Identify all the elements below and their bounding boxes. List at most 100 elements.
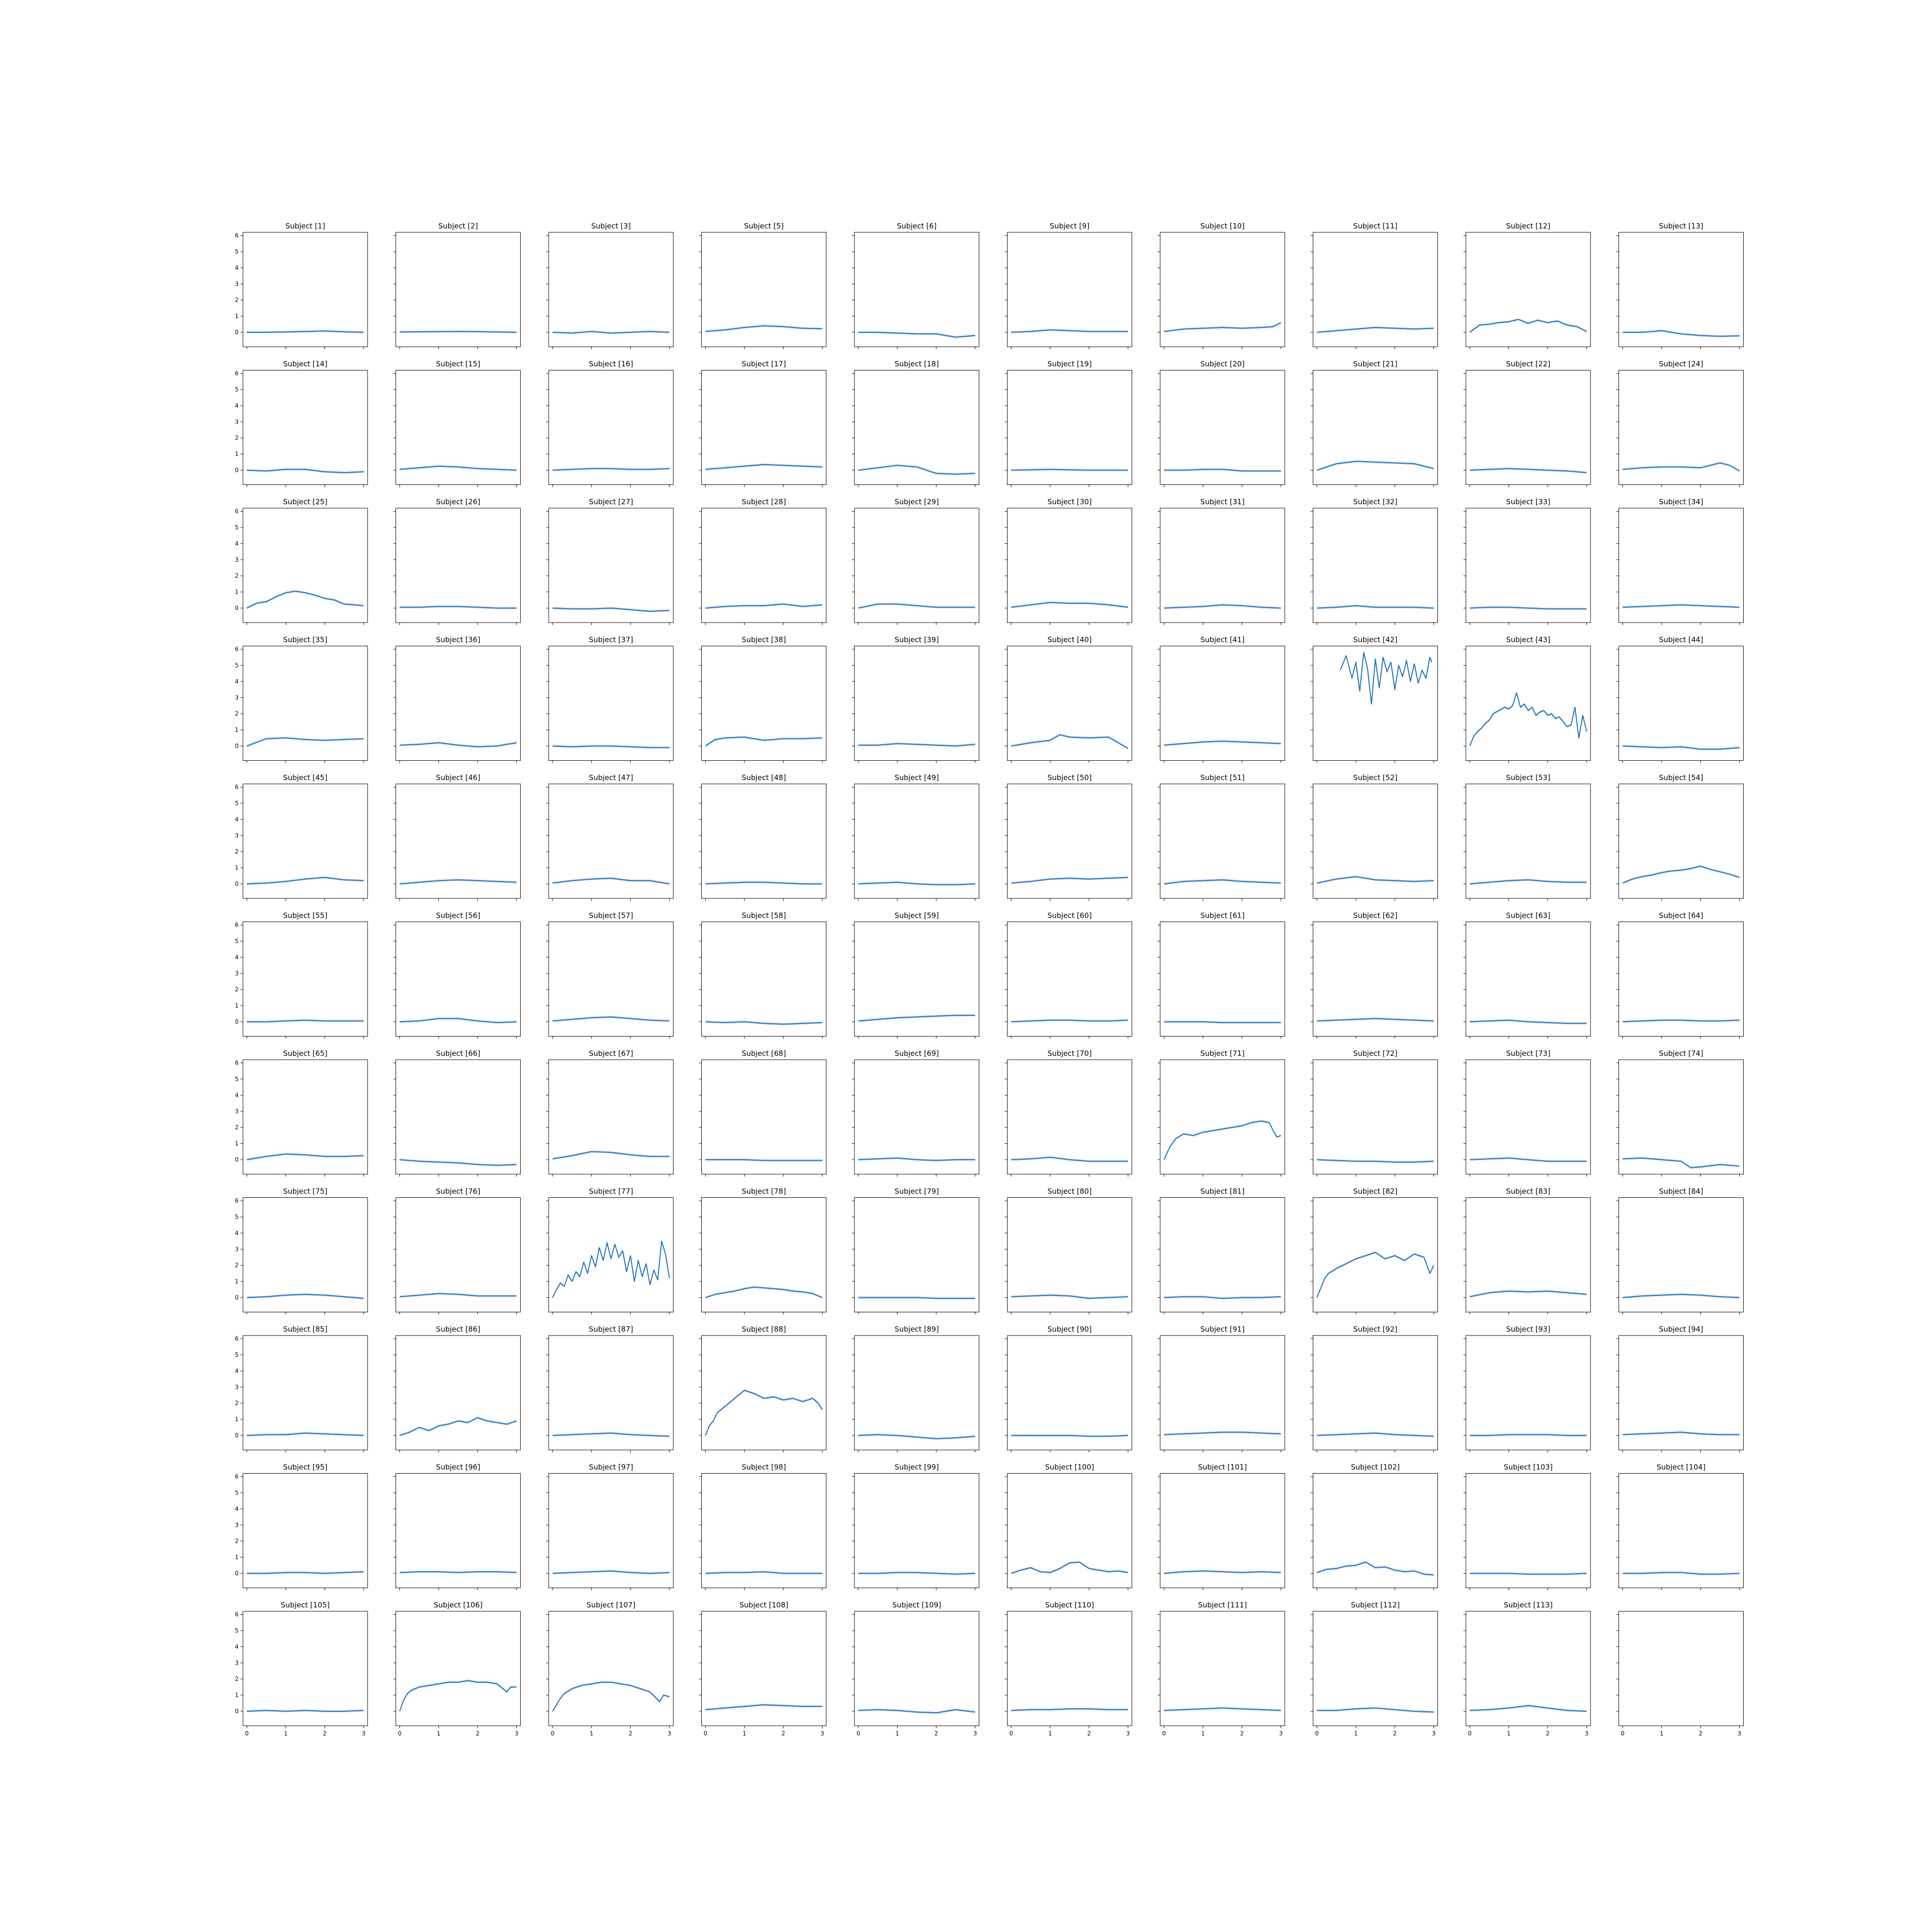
subplot-panel: Subject [86]: [393, 1325, 521, 1452]
series-line: [1622, 1157, 1740, 1168]
axes-frame: [701, 1473, 826, 1588]
confidence-band: [705, 324, 823, 333]
subplot-panel: Subject [111] 0 1 2 3: [1158, 1601, 1285, 1737]
x-tick-label: 0: [245, 1730, 249, 1737]
subplot-panel: Subject [20]: [1158, 360, 1285, 487]
subplot-panel: Subject [58]: [699, 911, 826, 1039]
subplot-panel: Subject [25] 0 1 2 3 4 5 6: [235, 497, 368, 625]
axes-frame: [396, 508, 521, 623]
subplot-panel: Subject [105] 0 1 2 3 4 5 6 0 1 2 3: [235, 1601, 368, 1737]
series-line: [399, 331, 517, 333]
y-tick-label: 1: [235, 451, 239, 457]
axes-frame: [1160, 1473, 1285, 1588]
subplot-panel: Subject [11]: [1310, 222, 1438, 349]
confidence-band: [1470, 318, 1587, 334]
axes-frame: [242, 1473, 368, 1588]
series-line: [858, 603, 975, 609]
panel-title: Subject [98]: [742, 1463, 786, 1472]
series-line: [1317, 461, 1434, 471]
subplot-panel: Subject [90]: [1005, 1325, 1132, 1452]
y-tick-label: 3: [235, 1246, 239, 1252]
panel-title: Subject [18]: [895, 360, 939, 369]
panel-title: Subject [104]: [1657, 1463, 1705, 1472]
y-tick-label: 1: [235, 313, 239, 320]
panel-title: Subject [99]: [895, 1463, 939, 1472]
panel-title: Subject [74]: [1659, 1049, 1704, 1058]
panel-title: Subject [48]: [742, 773, 786, 782]
y-tick-label: 4: [235, 678, 239, 685]
series-line: [247, 1710, 364, 1712]
y-tick-label: 4: [235, 816, 239, 823]
y-tick-label: 6: [235, 1611, 239, 1618]
panel-title: Subject [68]: [742, 1049, 786, 1058]
axes-frame: [1313, 370, 1438, 485]
panel-title: Subject [61]: [1200, 911, 1245, 920]
confidence-band: [1622, 1293, 1740, 1299]
confidence-band: [553, 607, 669, 613]
series-line: [858, 1297, 975, 1299]
x-tick-label: 0: [1162, 1730, 1166, 1737]
panel-title: Subject [45]: [283, 773, 327, 782]
x-tick-label: 2: [781, 1730, 785, 1737]
y-tick-label: 0: [235, 605, 239, 611]
series-line: [399, 1293, 517, 1297]
axes-frame: [242, 1335, 368, 1450]
y-tick-label: 2: [235, 848, 239, 855]
x-tick-label: 1: [1660, 1730, 1663, 1737]
panel-title: Subject [75]: [283, 1187, 327, 1196]
panel-title: Subject [49]: [895, 773, 939, 782]
series-line: [399, 1680, 517, 1712]
axes-frame: [548, 1611, 674, 1726]
series-line: [705, 1021, 823, 1025]
axes-frame: [1007, 1335, 1132, 1450]
x-tick-label: 1: [590, 1730, 594, 1737]
panel-title: Subject [13]: [1659, 222, 1704, 230]
subplot-panel: 0 1 2 3: [1616, 1611, 1744, 1737]
x-tick-label: 1: [895, 1730, 899, 1737]
panel-title: Subject [73]: [1506, 1049, 1550, 1058]
axes-frame: [548, 646, 674, 761]
x-tick-label: 2: [628, 1730, 632, 1737]
series-line: [399, 1417, 517, 1436]
subplot-panel: Subject [39]: [852, 636, 980, 763]
axes-frame: [396, 783, 521, 899]
panel-title: Subject [81]: [1200, 1187, 1245, 1196]
axes-frame: [854, 1197, 980, 1312]
y-tick-label: 3: [235, 1108, 239, 1115]
series-line: [1470, 1705, 1587, 1712]
series-line: [247, 1020, 364, 1023]
subplot-panel: Subject [106] 0 1 2 3: [393, 1601, 521, 1737]
series-line: [705, 1571, 823, 1574]
series-line: [399, 1159, 517, 1166]
panel-title: Subject [11]: [1353, 222, 1398, 230]
subplot-panel: Subject [33]: [1463, 497, 1591, 625]
series-line: [858, 1709, 976, 1714]
subplot-panel: Subject [42]: [1310, 636, 1438, 763]
axes-frame: [1619, 508, 1744, 623]
axes-frame: [1465, 508, 1591, 623]
panel-title: Subject [31]: [1200, 497, 1245, 506]
panel-title: Subject [51]: [1200, 773, 1245, 782]
axes-frame: [396, 370, 521, 485]
confidence-band: [705, 463, 823, 471]
axes-frame: [854, 1473, 980, 1588]
axes-frame: [396, 1059, 521, 1175]
x-tick-label: 3: [362, 1730, 366, 1737]
subplot-panel: Subject [89]: [852, 1325, 980, 1452]
y-tick-label: 2: [235, 710, 239, 717]
axes-frame: [1160, 508, 1285, 623]
panel-title: Subject [113]: [1504, 1601, 1552, 1609]
confidence-band: [1470, 878, 1587, 885]
x-tick-label: 0: [551, 1730, 554, 1737]
subplot-panel: Subject [41]: [1158, 636, 1285, 763]
series-line: [858, 1015, 975, 1022]
panel-title: Subject [26]: [436, 497, 481, 506]
axes-frame: [396, 232, 521, 347]
y-tick-label: 6: [235, 1197, 239, 1204]
axes-frame: [1465, 1335, 1591, 1450]
panel-title: Subject [20]: [1200, 360, 1245, 369]
x-tick-label: 2: [1087, 1730, 1091, 1737]
confidence-band: [1470, 1704, 1587, 1713]
y-tick-label: 6: [235, 646, 239, 653]
confidence-band: [705, 1703, 823, 1711]
